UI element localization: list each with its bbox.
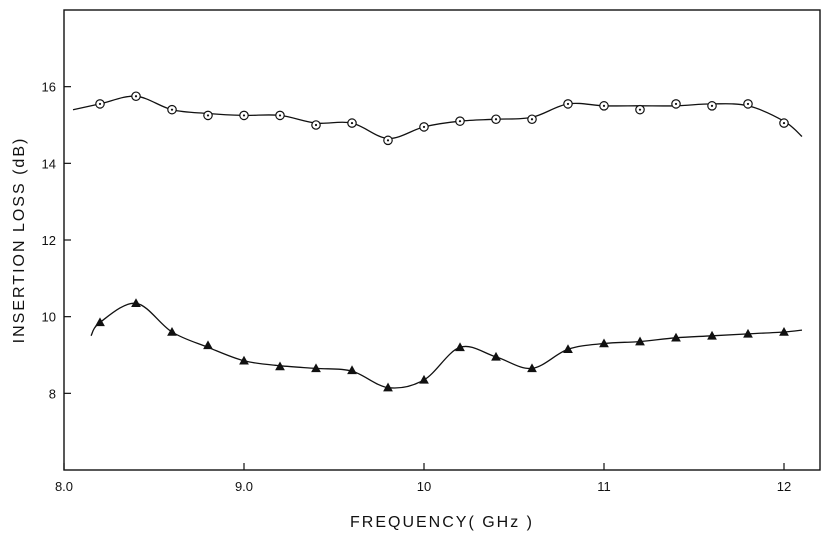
- x-tick-label: 11: [597, 479, 611, 494]
- data-point-center: [710, 104, 714, 107]
- y-tick-label: 16: [42, 80, 56, 95]
- data-point-center: [638, 108, 642, 111]
- data-point-center: [98, 102, 102, 106]
- data-point-triangle: [491, 351, 501, 361]
- data-point-triangle: [707, 330, 717, 340]
- data-point-center: [134, 95, 138, 98]
- data-point-center: [170, 108, 174, 111]
- x-tick-label: 12: [777, 479, 791, 494]
- data-point-triangle: [563, 344, 573, 354]
- data-point-triangle: [203, 340, 213, 350]
- data-point-center: [530, 118, 534, 121]
- data-point-triangle: [239, 355, 249, 365]
- x-tick-label: 9.0: [235, 479, 253, 494]
- data-point-triangle: [743, 328, 753, 338]
- data-point-triangle: [671, 332, 681, 342]
- data-point-triangle: [635, 336, 645, 346]
- data-point-center: [566, 102, 570, 106]
- data-point-center: [602, 104, 606, 107]
- data-point-center: [782, 121, 786, 125]
- data-point-center: [314, 123, 318, 127]
- data-point-center: [674, 102, 678, 106]
- series-curves: [72, 95, 803, 389]
- y-tick-label: 12: [42, 233, 56, 248]
- plot-frame: [63, 9, 821, 471]
- data-point-center: [242, 114, 246, 117]
- data-point-triangle: [455, 342, 465, 352]
- data-point-center: [386, 139, 390, 142]
- data-point-center: [458, 120, 462, 123]
- data-point-triangle: [311, 363, 321, 373]
- plot-area-border: [63, 9, 821, 471]
- data-point-center: [746, 102, 750, 106]
- data-point-triangle: [599, 338, 609, 348]
- x-axis-title: FREQUENCY( GHz ): [350, 514, 534, 531]
- data-point-center: [206, 114, 210, 117]
- data-point-center: [494, 118, 498, 121]
- data-point-triangle: [419, 374, 429, 384]
- data-point-center: [422, 125, 426, 129]
- data-point-center: [278, 114, 282, 117]
- data-point-triangle: [527, 363, 537, 373]
- axis-ticks: 8.0 9.0 10 11 12 8 10 12 14 16: [42, 80, 792, 494]
- series-line-1: [72, 95, 803, 140]
- data-point-triangle: [131, 298, 141, 308]
- y-tick-label: 10: [42, 310, 56, 325]
- data-point-triangle: [347, 365, 357, 375]
- series-line-2: [90, 302, 803, 389]
- y-tick-label: 14: [42, 156, 56, 171]
- data-point-center: [350, 121, 354, 125]
- data-point-triangle: [779, 326, 789, 336]
- x-tick-label: 8.0: [55, 479, 73, 494]
- x-tick-label: 10: [417, 479, 431, 494]
- data-point-triangle: [167, 326, 177, 336]
- series-points: [95, 91, 789, 392]
- data-point-triangle: [95, 317, 105, 327]
- y-axis-title: INSERTION LOSS (dB): [11, 137, 28, 344]
- y-tick-label: 8: [49, 386, 56, 401]
- data-point-triangle: [383, 382, 393, 392]
- data-point-triangle: [275, 361, 285, 371]
